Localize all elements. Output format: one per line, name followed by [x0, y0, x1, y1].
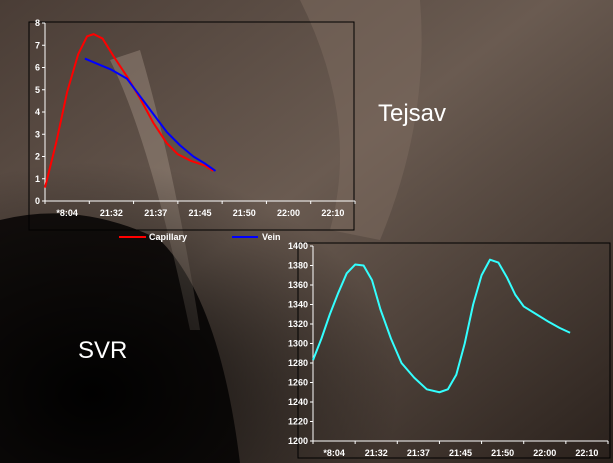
chart2-x-tick-label: *8:04	[323, 448, 345, 458]
chart1-capillary-line	[45, 34, 213, 188]
chart2-y-tick-label: 1400	[288, 241, 308, 251]
chart2-x-tick-label: 21:32	[365, 448, 388, 458]
chart1-y-tick-label: 0	[35, 196, 40, 206]
chart2-y-tick-label: 1260	[288, 378, 308, 388]
chart1-x-tick-label: 21:37	[144, 208, 167, 218]
chart1-x-tick-label: *8:04	[56, 208, 78, 218]
chart2-y-tick-label: 1300	[288, 339, 308, 349]
svr-chart: 1200 1220 1240 1260 1280 1300 1320 1340 1360 1380…	[288, 241, 608, 458]
chart2-series-0-line	[313, 260, 570, 393]
chart1-x-tick-label: 21:45	[188, 208, 211, 218]
chart2-y-tick-label: 1340	[288, 300, 308, 310]
chart2-x-tick-label: 22:00	[533, 448, 556, 458]
chart2-x-tick-label: 21:37	[407, 448, 430, 458]
chart1-vein-line	[85, 59, 216, 171]
chart2-x-tick-label: 21:45	[449, 448, 472, 458]
capillary-vein-chart: 0 1 2 3 4 5 6 7 8 *8:04 21:32 21:37 21:45 21:50 22:00 2…	[35, 18, 355, 218]
chart2-y-tick-label: 1320	[288, 319, 308, 329]
chart2-y-tick-label: 1380	[288, 261, 308, 271]
chart2-y-tick-label: 1240	[288, 397, 308, 407]
chart1-y-tick-label: 1	[35, 174, 40, 184]
chart2-x-tick-label: 22:10	[575, 448, 598, 458]
legend-label-vein: Vein	[262, 232, 281, 242]
legend: Capillary Vein	[119, 232, 281, 242]
chart1-y-tick-label: 6	[35, 63, 40, 73]
chart1-x-tick-label: 22:10	[321, 208, 344, 218]
chart1-y-tick-label: 3	[35, 129, 40, 139]
chart2-y-tick-label: 1220	[288, 417, 308, 427]
chart1-y-tick-label: 5	[35, 85, 40, 95]
legend-label-capillary: Capillary	[149, 232, 187, 242]
chart2-x-tick-label: 21:50	[491, 448, 514, 458]
chart1-y-tick-label: 8	[35, 18, 40, 28]
chart1-y-tick-label: 7	[35, 40, 40, 50]
chart2-y-tick-label: 1200	[288, 436, 308, 446]
chart2-y-tick-label: 1280	[288, 358, 308, 368]
chart1-y-tick-label: 2	[35, 152, 40, 162]
chart1-y-tick-label: 4	[35, 107, 40, 117]
chart1-x-tick-label: 21:50	[233, 208, 256, 218]
chart2-y-tick-label: 1360	[288, 280, 308, 290]
chart1-x-tick-label: 21:32	[100, 208, 123, 218]
tejsav-label: Tejsav	[378, 100, 446, 128]
chart1-x-tick-label: 22:00	[277, 208, 300, 218]
svr-label: SVR	[78, 337, 127, 365]
